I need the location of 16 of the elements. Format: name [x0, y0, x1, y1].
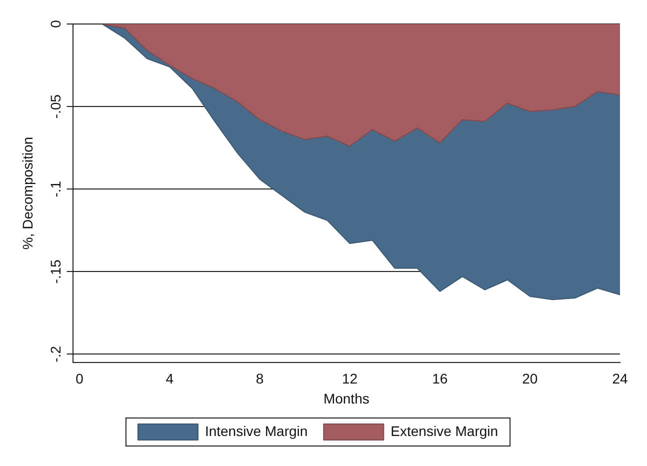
x-tick-label: 12 [342, 370, 358, 387]
y-tick-label: -.2 [48, 346, 64, 362]
x-tick-label: 0 [76, 370, 84, 387]
y-tick-label: 0 [48, 20, 64, 28]
x-tick-label: 8 [256, 370, 264, 387]
y-tick-label: -.05 [48, 94, 64, 119]
x-tick-label: 24 [612, 370, 628, 387]
x-tick-label: 4 [166, 370, 174, 387]
y-tick-label: -.15 [48, 259, 64, 284]
x-tick-label: 20 [522, 370, 538, 387]
x-tick-label: 16 [432, 370, 448, 387]
legend-label: Extensive Margin [390, 422, 498, 439]
legend-label: Intensive Margin [204, 422, 308, 439]
y-axis-title: %, Decomposition [19, 136, 36, 250]
y-tick-label: -.1 [48, 180, 64, 198]
x-axis-title: Months [323, 390, 370, 406]
